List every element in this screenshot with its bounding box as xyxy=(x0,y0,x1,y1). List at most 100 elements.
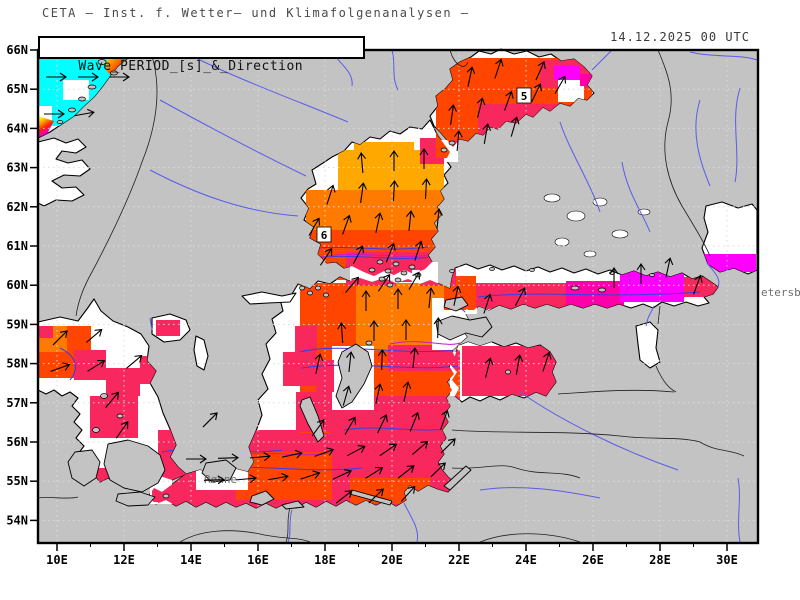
river-line xyxy=(149,317,153,331)
wave-direction-arrow xyxy=(421,178,431,200)
island-usedom xyxy=(281,500,305,510)
wave-direction-arrow xyxy=(377,349,387,371)
country-border-line xyxy=(179,530,311,543)
wave-direction-arrow xyxy=(361,290,371,311)
coastal-gradient-patch xyxy=(38,116,54,137)
lake-small xyxy=(566,210,586,222)
islet xyxy=(598,287,606,293)
wave-direction-arrow xyxy=(186,454,207,464)
country-border-line xyxy=(657,49,711,257)
wave-direction-arrow xyxy=(357,152,367,174)
island-gotland xyxy=(335,343,373,409)
wave-direction-arrow xyxy=(368,488,384,504)
wave-direction-arrow xyxy=(476,97,486,118)
product-title-box: Wave_PERIOD_[s]_&_Direction xyxy=(38,36,365,74)
islet xyxy=(92,427,100,433)
wave-direction-arrow xyxy=(401,319,411,340)
river-line xyxy=(391,49,399,91)
wave-direction-arrow xyxy=(44,109,65,119)
lat-tick-label: 59N xyxy=(6,317,28,331)
islet xyxy=(448,140,456,146)
wave-direction-arrow xyxy=(282,449,303,459)
lake-small xyxy=(543,193,561,203)
islet xyxy=(97,59,107,65)
wave-direction-arrow xyxy=(369,320,379,341)
lake-vattern xyxy=(193,335,209,371)
lake-small xyxy=(611,229,629,239)
wave-period-cell xyxy=(704,254,756,272)
wave-direction-arrow xyxy=(311,419,325,437)
islet xyxy=(162,493,170,499)
river-line xyxy=(403,502,419,543)
wave-direction-arrow xyxy=(346,351,355,373)
wave-direction-arrow xyxy=(377,414,388,434)
wave-direction-arrow xyxy=(510,116,520,137)
lon-tick-label: 26E xyxy=(582,553,604,567)
period-contour-line xyxy=(477,291,701,298)
wave-direction-arrow xyxy=(379,443,398,457)
island-ruegen xyxy=(249,490,275,506)
lake-small xyxy=(592,197,608,207)
lake-malaren xyxy=(241,291,297,305)
wave-direction-arrow xyxy=(453,130,463,152)
wave-period-cell xyxy=(354,142,414,154)
island-funen xyxy=(67,449,101,487)
wave-direction-arrow xyxy=(268,472,289,482)
island-saaremaa xyxy=(435,315,493,341)
lake-peipus xyxy=(635,321,661,369)
period-contour-line xyxy=(343,427,453,431)
map-frame xyxy=(36,48,760,545)
wave-direction-arrow xyxy=(400,485,416,502)
islet xyxy=(110,70,118,76)
wave-direction-arrow xyxy=(514,287,526,307)
wave-direction-arrow xyxy=(414,240,424,261)
islet xyxy=(323,292,329,298)
period-contour-line xyxy=(389,341,461,345)
islet xyxy=(394,277,402,283)
country-border-layer xyxy=(37,49,745,543)
lat-tick-label: 63N xyxy=(6,161,28,175)
wave-period-cell xyxy=(63,80,89,100)
wave-direction-arrow xyxy=(466,66,476,87)
islet xyxy=(649,273,655,277)
country-border-line xyxy=(557,389,675,395)
contour-label-box xyxy=(316,226,332,243)
wave-direction-arrow xyxy=(365,466,384,479)
lon-tick-label: 30E xyxy=(716,553,738,567)
wave-direction-arrow xyxy=(410,347,419,369)
river-layer xyxy=(149,49,758,543)
wave-direction-arrow xyxy=(440,438,456,454)
wave-direction-arrow xyxy=(430,462,446,478)
river-line xyxy=(559,121,601,213)
islet xyxy=(529,268,535,272)
label-layer: 65Rønneetersbg xyxy=(204,87,800,486)
wave-direction-arrow xyxy=(385,242,396,263)
wave-direction-arrow xyxy=(345,276,360,294)
frame-axes-layer: 66N 65N 64N 63N 62N 61N 60N 59N 58N 57N 56N 55N 54N 1… xyxy=(6,43,760,567)
lat-tick-label: 61N xyxy=(6,239,28,253)
wave-direction-arrow xyxy=(406,210,415,232)
place-label: etersbg xyxy=(761,286,800,299)
wave-direction-arrow xyxy=(535,60,546,81)
product-title: Wave_PERIOD_[s]_&_Direction xyxy=(78,59,304,74)
wave-direction-arrow xyxy=(494,58,504,79)
lake-small xyxy=(554,237,570,247)
wave-direction-arrow xyxy=(393,288,403,309)
islet xyxy=(307,290,313,296)
wave-period-cell xyxy=(462,346,560,396)
contour-label: 5 xyxy=(521,90,528,103)
lat-tick-label: 58N xyxy=(6,357,28,371)
wave-direction-arrow xyxy=(352,245,364,265)
wave-direction-arrow xyxy=(344,416,357,435)
island-layer xyxy=(56,51,655,510)
country-border-line xyxy=(37,496,79,499)
lon-tick-label: 10E xyxy=(46,553,68,567)
wave-direction-arrow xyxy=(125,354,143,369)
country-border-line xyxy=(449,49,469,67)
wave-period-cell xyxy=(554,66,580,80)
spit-curonian xyxy=(443,465,472,491)
country-border-line xyxy=(451,429,701,443)
islet xyxy=(376,259,384,265)
